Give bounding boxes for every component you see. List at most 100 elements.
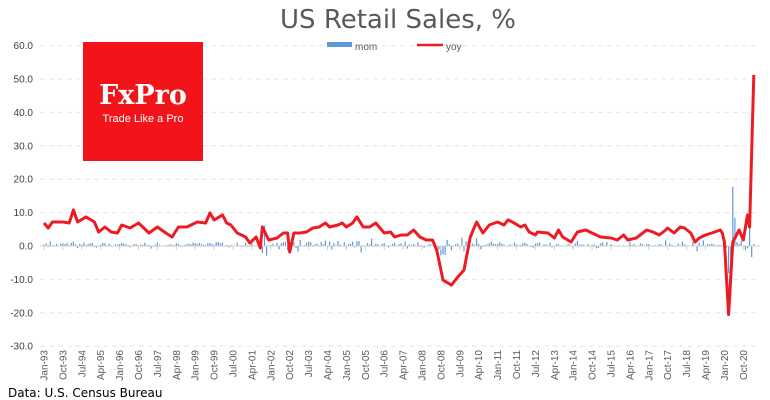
mom-bar	[633, 243, 635, 246]
mom-bar	[595, 246, 597, 249]
mom-bar	[188, 243, 190, 246]
mom-bar	[221, 242, 224, 246]
mom-bar	[114, 244, 116, 246]
mom-bar	[171, 244, 173, 246]
x-tick-label: Apr-01	[247, 350, 258, 380]
x-tick-label: Jul-12	[531, 350, 542, 378]
mom-bar	[339, 244, 341, 246]
mom-bar	[198, 242, 200, 246]
mom-bar	[123, 243, 125, 246]
mom-bar	[413, 243, 415, 246]
mom-bar	[284, 241, 287, 246]
mom-bar	[100, 244, 102, 246]
mom-bar	[669, 243, 671, 246]
mom-bar	[196, 243, 198, 246]
mom-bar	[366, 243, 368, 246]
x-tick-label: Jan-17	[644, 350, 655, 381]
mom-bar	[47, 246, 49, 248]
mom-bar	[293, 242, 295, 246]
mom-bar	[484, 244, 486, 246]
mom-bar	[568, 244, 570, 246]
mom-bar	[490, 241, 492, 246]
mom-bar	[709, 244, 711, 246]
mom-bar	[423, 246, 425, 248]
mom-bar	[263, 225, 266, 246]
mom-bar	[53, 244, 56, 246]
mom-bar	[104, 243, 106, 246]
y-tick-label: 50.0	[14, 75, 34, 86]
mom-bar	[457, 243, 459, 246]
mom-bar	[261, 246, 263, 254]
mom-bar	[660, 244, 662, 246]
mom-bar	[87, 243, 89, 246]
x-tick-label: Apr-04	[323, 350, 334, 380]
mom-bar	[295, 246, 297, 249]
mom-bar	[177, 243, 179, 246]
mom-bar	[331, 246, 333, 250]
x-tick-label: Oct-17	[663, 350, 674, 380]
mom-bar	[461, 237, 463, 246]
mom-bar	[501, 243, 503, 246]
mom-bar	[119, 243, 121, 246]
mom-bar	[280, 243, 282, 246]
y-tick-label: 30.0	[14, 141, 34, 152]
mom-bar	[354, 246, 356, 248]
x-tick-label: Oct-93	[58, 350, 69, 380]
x-tick-label: Oct-02	[285, 350, 296, 380]
mom-bar	[236, 242, 238, 246]
mom-bar	[522, 243, 524, 246]
mom-bar	[287, 246, 289, 251]
mom-bar	[352, 241, 354, 246]
mom-bar	[713, 244, 715, 246]
mom-bar	[81, 244, 83, 246]
mom-bar	[578, 244, 581, 246]
mom-bar	[681, 241, 683, 246]
mom-bar	[375, 243, 377, 246]
mom-bar	[602, 242, 604, 246]
mom-bar	[360, 246, 362, 253]
mom-bar	[358, 240, 360, 246]
y-tick-label: -20.0	[10, 308, 33, 319]
mom-bar	[736, 241, 738, 246]
x-tick-label: Jul-18	[682, 350, 693, 378]
x-tick-label: Jan-99	[191, 350, 202, 381]
mom-bar	[394, 242, 396, 246]
mom-bar	[337, 240, 339, 246]
mom-bar	[438, 246, 440, 250]
mom-bar	[543, 244, 545, 246]
mom-bar	[129, 246, 131, 248]
mom-bar	[305, 242, 308, 246]
mom-bar	[587, 243, 589, 246]
mom-bar	[156, 242, 158, 246]
mom-bar	[725, 246, 728, 248]
mom-bar	[392, 243, 394, 246]
x-tick-label: Apr-10	[474, 350, 485, 380]
mom-bar	[266, 246, 268, 256]
mom-bar	[205, 244, 207, 246]
mom-bar	[429, 243, 431, 246]
legend: mom yoy	[327, 42, 462, 53]
mom-bars	[43, 186, 755, 296]
x-tick-label: Jan-08	[418, 350, 429, 381]
mom-bar	[444, 246, 446, 256]
x-tick-label: Oct-14	[588, 350, 599, 380]
mom-bar	[56, 243, 58, 246]
mom-bar	[557, 244, 560, 246]
mom-bar	[746, 246, 749, 249]
mom-bar	[530, 246, 532, 248]
mom-bar	[133, 243, 135, 246]
mom-bar	[702, 240, 704, 246]
mom-bar	[583, 244, 585, 246]
x-tick-label: Jul-97	[153, 350, 164, 378]
x-tick-label: Jan-14	[569, 350, 580, 381]
y-tick-label: 20.0	[14, 175, 34, 186]
mom-bar	[350, 243, 352, 246]
mom-bar	[471, 243, 473, 246]
mom-bar	[398, 244, 400, 246]
mom-bar	[85, 244, 87, 246]
x-tick-label: Jul-06	[380, 350, 391, 378]
mom-bar	[200, 244, 203, 246]
mom-bar	[213, 244, 215, 246]
mom-bar	[503, 244, 505, 246]
